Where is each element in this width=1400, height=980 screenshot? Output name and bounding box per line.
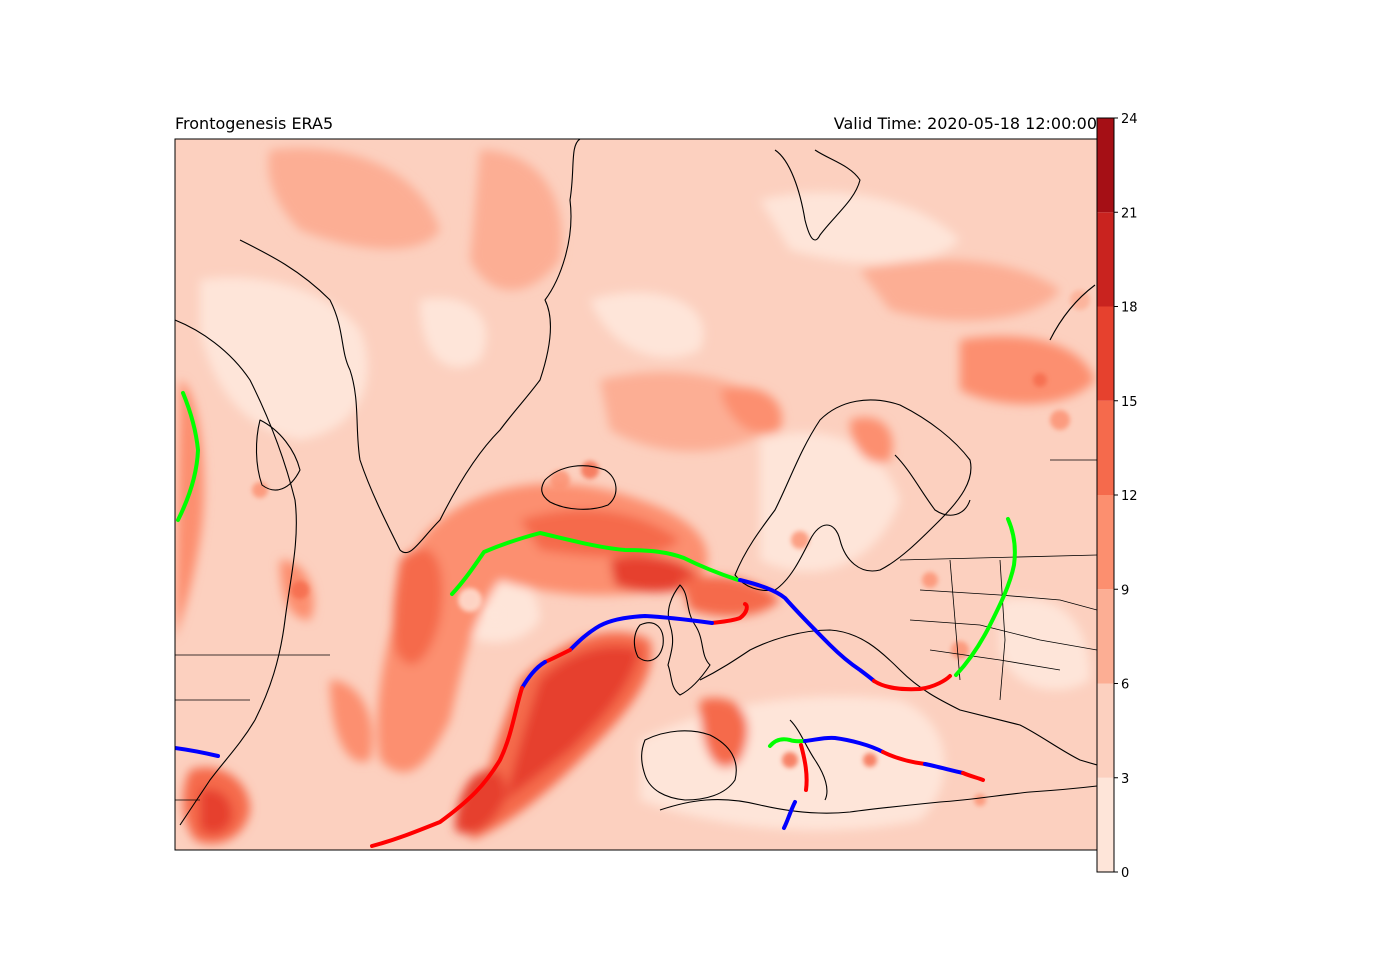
cold-front-med <box>803 735 885 754</box>
colorbar-band <box>1097 212 1114 307</box>
colorbar-tick-label: 9 <box>1121 583 1129 598</box>
cold-front-med-east <box>923 762 965 775</box>
occluded-front-med <box>768 737 807 748</box>
occluded-front-atlantic <box>450 531 740 596</box>
colorbar-tick-label: 18 <box>1121 301 1138 316</box>
colorbar-band <box>1097 777 1114 872</box>
colorbar-tick-label: 15 <box>1121 395 1138 410</box>
finland-coast <box>894 454 971 516</box>
greenland-coast <box>239 139 581 554</box>
coastlines <box>175 139 1097 826</box>
occluded-front-east <box>954 517 1017 677</box>
valid-time-label: Valid Time: 2020-05-18 12:00:00 <box>833 114 1097 133</box>
colorbar-band <box>1097 400 1114 495</box>
british-isles-coast <box>667 584 711 696</box>
colorbar-band <box>1097 683 1114 778</box>
colorbar-tick-label: 3 <box>1121 772 1129 787</box>
europe-coast <box>699 629 1097 766</box>
svalbard-coast <box>774 149 861 241</box>
iceland-coast <box>541 465 617 510</box>
warm-front-north-sea <box>710 602 749 625</box>
colorbar-tick-label: 12 <box>1121 489 1138 504</box>
cold-front-atlantic <box>568 614 714 652</box>
north-america-coast <box>175 319 297 826</box>
baffin-coast <box>255 419 301 491</box>
colorbar-band <box>1097 495 1114 590</box>
cold-front-italy <box>782 800 797 830</box>
iberia-coast <box>641 730 737 801</box>
scandinavia-coast <box>734 399 972 592</box>
colorbar-tick-label: 6 <box>1121 678 1129 693</box>
warm-front-atlantic-south <box>370 686 524 848</box>
weather-fronts <box>175 391 1017 848</box>
field-background <box>175 139 1097 850</box>
warm-front-europe <box>872 674 952 692</box>
colorbar-band <box>1097 306 1114 401</box>
ireland-coast <box>633 622 664 662</box>
northeast-coast <box>1049 284 1096 341</box>
field-detail <box>252 290 1090 806</box>
cold-front-us <box>175 746 220 758</box>
colorbar-tick-label: 21 <box>1121 206 1138 221</box>
north-africa-coast <box>659 785 1097 814</box>
warm-front-med-east <box>881 750 927 766</box>
colorbar-band <box>1097 118 1114 213</box>
italy-coast <box>789 719 828 801</box>
map-panel <box>175 139 1097 850</box>
colorbar: 0 3 6 9 12 15 18 21 24 <box>1096 112 1138 881</box>
warm-front-italy <box>799 743 809 792</box>
cold-front-atlantic-south <box>520 660 547 690</box>
colorbar-band <box>1097 589 1114 684</box>
occluded-front-west <box>176 391 200 522</box>
country-borders <box>175 459 1097 801</box>
warm-front-med-far-east <box>961 771 985 782</box>
colorbar-tick-label: 0 <box>1121 866 1129 881</box>
map-title: Frontogenesis ERA5 <box>175 114 334 133</box>
colorbar-tick-label: 24 <box>1121 112 1138 127</box>
cold-front-scandinavia <box>738 578 876 683</box>
